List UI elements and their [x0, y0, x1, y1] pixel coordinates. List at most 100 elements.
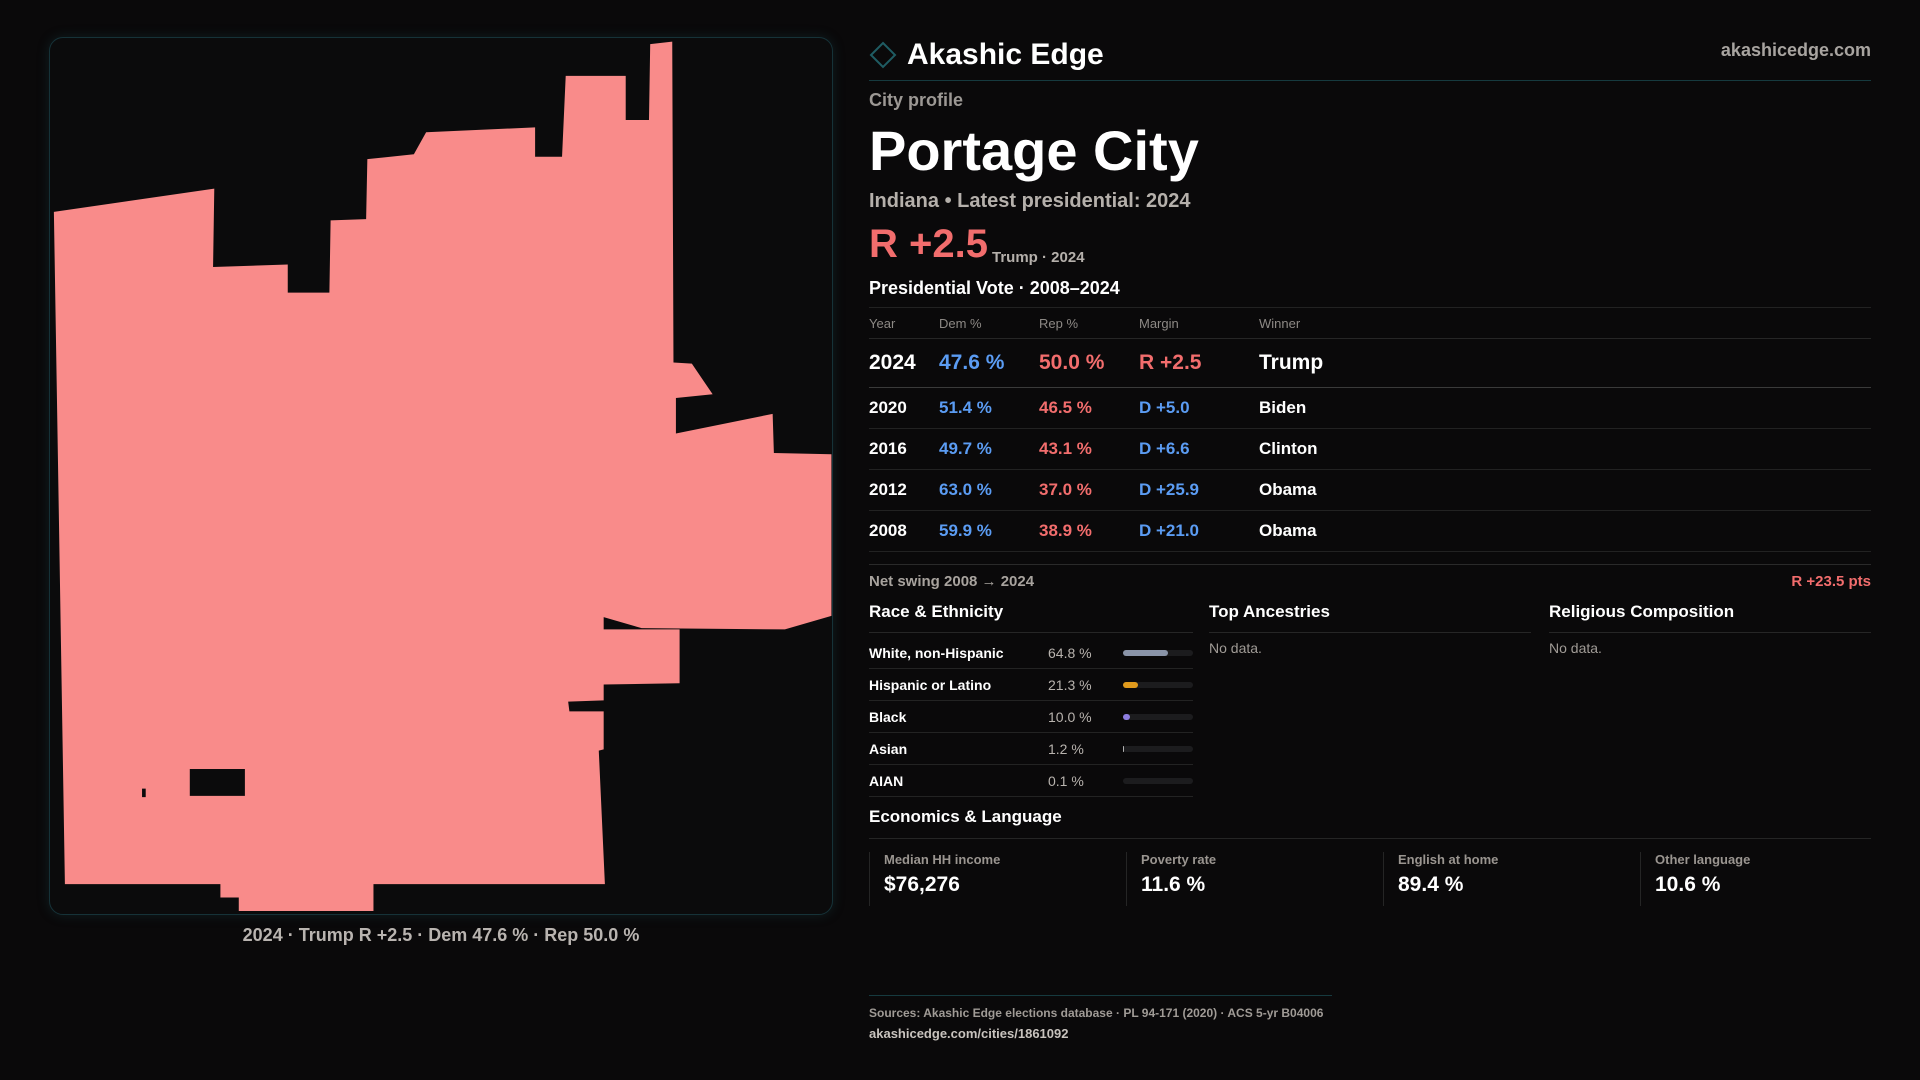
race-value: 10.0 % — [1048, 708, 1092, 725]
cell-rep: 46.5 % — [1039, 387, 1139, 429]
race-heading: Race & Ethnicity — [869, 602, 1004, 621]
table-header-row: Year Dem % Rep % Margin Winner — [869, 307, 1871, 339]
site-link[interactable]: akashicedge.com — [1720, 40, 1871, 60]
table-divider — [869, 564, 1871, 565]
cell-dem: 63.0 % — [939, 469, 1039, 511]
cell-margin: D +5.0 — [1139, 387, 1259, 429]
economics-heading: Economics & Language — [869, 807, 1062, 826]
cell-rep: 38.9 % — [1039, 510, 1139, 552]
cell-margin: R +2.5 — [1139, 338, 1259, 388]
brand-name: Akashic Edge — [907, 38, 1104, 71]
page-kicker: City profile — [869, 90, 964, 110]
page-title: Portage City — [869, 119, 1199, 182]
cell-year: 2012 — [869, 469, 939, 511]
col-rep: Rep % — [1039, 307, 1139, 339]
stat-card: Other language 10.6 % — [1640, 852, 1897, 906]
ancestries-heading: Top Ancestries — [1209, 602, 1330, 621]
race-bar-track — [1123, 681, 1193, 688]
race-row: Asian 1.2 % — [869, 733, 1193, 765]
race-bar-fill — [1123, 713, 1130, 720]
stat-card: Median HH income $76,276 — [869, 852, 1126, 906]
vote-table: Year Dem % Rep % Margin Winner 2024 47.6 … — [869, 307, 1871, 552]
race-bar-track — [1123, 713, 1193, 720]
stat-label: English at home — [1398, 852, 1499, 867]
cell-rep: 50.0 % — [1039, 338, 1139, 388]
header-divider — [869, 80, 1871, 81]
cell-dem: 47.6 % — [939, 338, 1039, 388]
religion-empty: No data. — [1549, 640, 1602, 656]
race-bar-track — [1123, 649, 1193, 656]
race-bar-fill — [1123, 649, 1169, 656]
col-winner: Winner — [1259, 307, 1871, 339]
diamond-logo-icon — [869, 41, 897, 69]
table-row: 2020 51.4 % 46.5 % D +5.0 Biden — [869, 387, 1871, 429]
race-bar-fill — [1123, 745, 1124, 752]
stat-value: 89.4 % — [1398, 873, 1464, 896]
table-row: 2024 47.6 % 50.0 % R +2.5 Trump — [869, 338, 1871, 388]
map-caption: 2024 · Trump R +2.5 · Dem 47.6 % · Rep 5… — [242, 925, 640, 945]
footer-url[interactable]: akashicedge.com/cities/1861092 — [869, 1026, 1069, 1041]
cell-rep: 37.0 % — [1039, 469, 1139, 511]
stat-value: 11.6 % — [1141, 873, 1206, 896]
race-value: 0.1 % — [1048, 772, 1084, 789]
race-value: 1.2 % — [1048, 740, 1084, 757]
table-row: 2012 63.0 % 37.0 % D +25.9 Obama — [869, 469, 1871, 511]
stat-label: Other language — [1655, 852, 1751, 867]
footer-divider — [869, 995, 1332, 996]
page-subtitle: Indiana • Latest presidential: 2024 — [869, 190, 1191, 212]
cell-year: 2008 — [869, 510, 939, 552]
race-label: AIAN — [869, 772, 904, 789]
religion-heading: Religious Composition — [1549, 602, 1735, 621]
city-boundary-shape — [53, 41, 832, 912]
race-label: Black — [869, 708, 907, 725]
race-row: Black 10.0 % — [869, 701, 1193, 733]
table-row: 2016 49.7 % 43.1 % D +6.6 Clinton — [869, 428, 1871, 470]
race-row: Hispanic or Latino 21.3 % — [869, 669, 1193, 701]
economics-divider — [869, 838, 1871, 839]
race-bar-track — [1123, 777, 1193, 784]
race-label: Hispanic or Latino — [869, 676, 992, 693]
stat-value: 10.6 % — [1655, 873, 1721, 896]
race-row: AIAN 0.1 % — [869, 765, 1193, 797]
swing-value: R +23.5 pts — [1791, 573, 1871, 590]
cell-year: 2024 — [869, 338, 939, 388]
stat-card: English at home 89.4 % — [1383, 852, 1640, 906]
race-value: 21.3 % — [1048, 676, 1092, 693]
vote-heading: Presidential Vote · 2008–2024 — [869, 278, 1120, 298]
race-label: White, non-Hispanic — [869, 644, 1004, 661]
cell-winner: Trump — [1259, 338, 1871, 388]
cell-winner: Obama — [1259, 469, 1871, 511]
footer-sources: Sources: Akashic Edge elections database… — [869, 1006, 1324, 1020]
stat-card: Poverty rate 11.6 % — [1126, 852, 1383, 906]
ancestries-empty: No data. — [1209, 640, 1262, 656]
cell-year: 2020 — [869, 387, 939, 429]
col-margin: Margin — [1139, 307, 1259, 339]
race-label: Asian — [869, 740, 908, 757]
cell-margin: D +25.9 — [1139, 469, 1259, 511]
cell-dem: 49.7 % — [939, 428, 1039, 470]
headline-margin-note: Trump · 2024 — [992, 249, 1085, 266]
stat-label: Median HH income — [884, 852, 1001, 867]
brand-logo[interactable]: Akashic Edge — [869, 38, 1104, 72]
cell-winner: Obama — [1259, 510, 1871, 552]
headline-margin: R +2.5 — [869, 222, 988, 266]
cell-winner: Biden — [1259, 387, 1871, 429]
race-row: White, non-Hispanic 64.8 % — [869, 637, 1193, 669]
race-bar-fill — [1123, 681, 1138, 688]
cell-margin: D +6.6 — [1139, 428, 1259, 470]
swing-label: Net swing 2008 → 2024 — [869, 573, 1035, 590]
race-bar-track — [1123, 745, 1193, 752]
cell-dem: 59.9 % — [939, 510, 1039, 552]
cell-margin: D +21.0 — [1139, 510, 1259, 552]
cell-year: 2016 — [869, 428, 939, 470]
table-row: 2008 59.9 % 38.9 % D +21.0 Obama — [869, 510, 1871, 552]
col-year: Year — [869, 307, 939, 339]
col-dem: Dem % — [939, 307, 1039, 339]
stat-value: $76,276 — [884, 873, 960, 896]
cell-dem: 51.4 % — [939, 387, 1039, 429]
cell-winner: Clinton — [1259, 428, 1871, 470]
race-value: 64.8 % — [1048, 644, 1092, 661]
cell-rep: 43.1 % — [1039, 428, 1139, 470]
stat-label: Poverty rate — [1141, 852, 1217, 867]
